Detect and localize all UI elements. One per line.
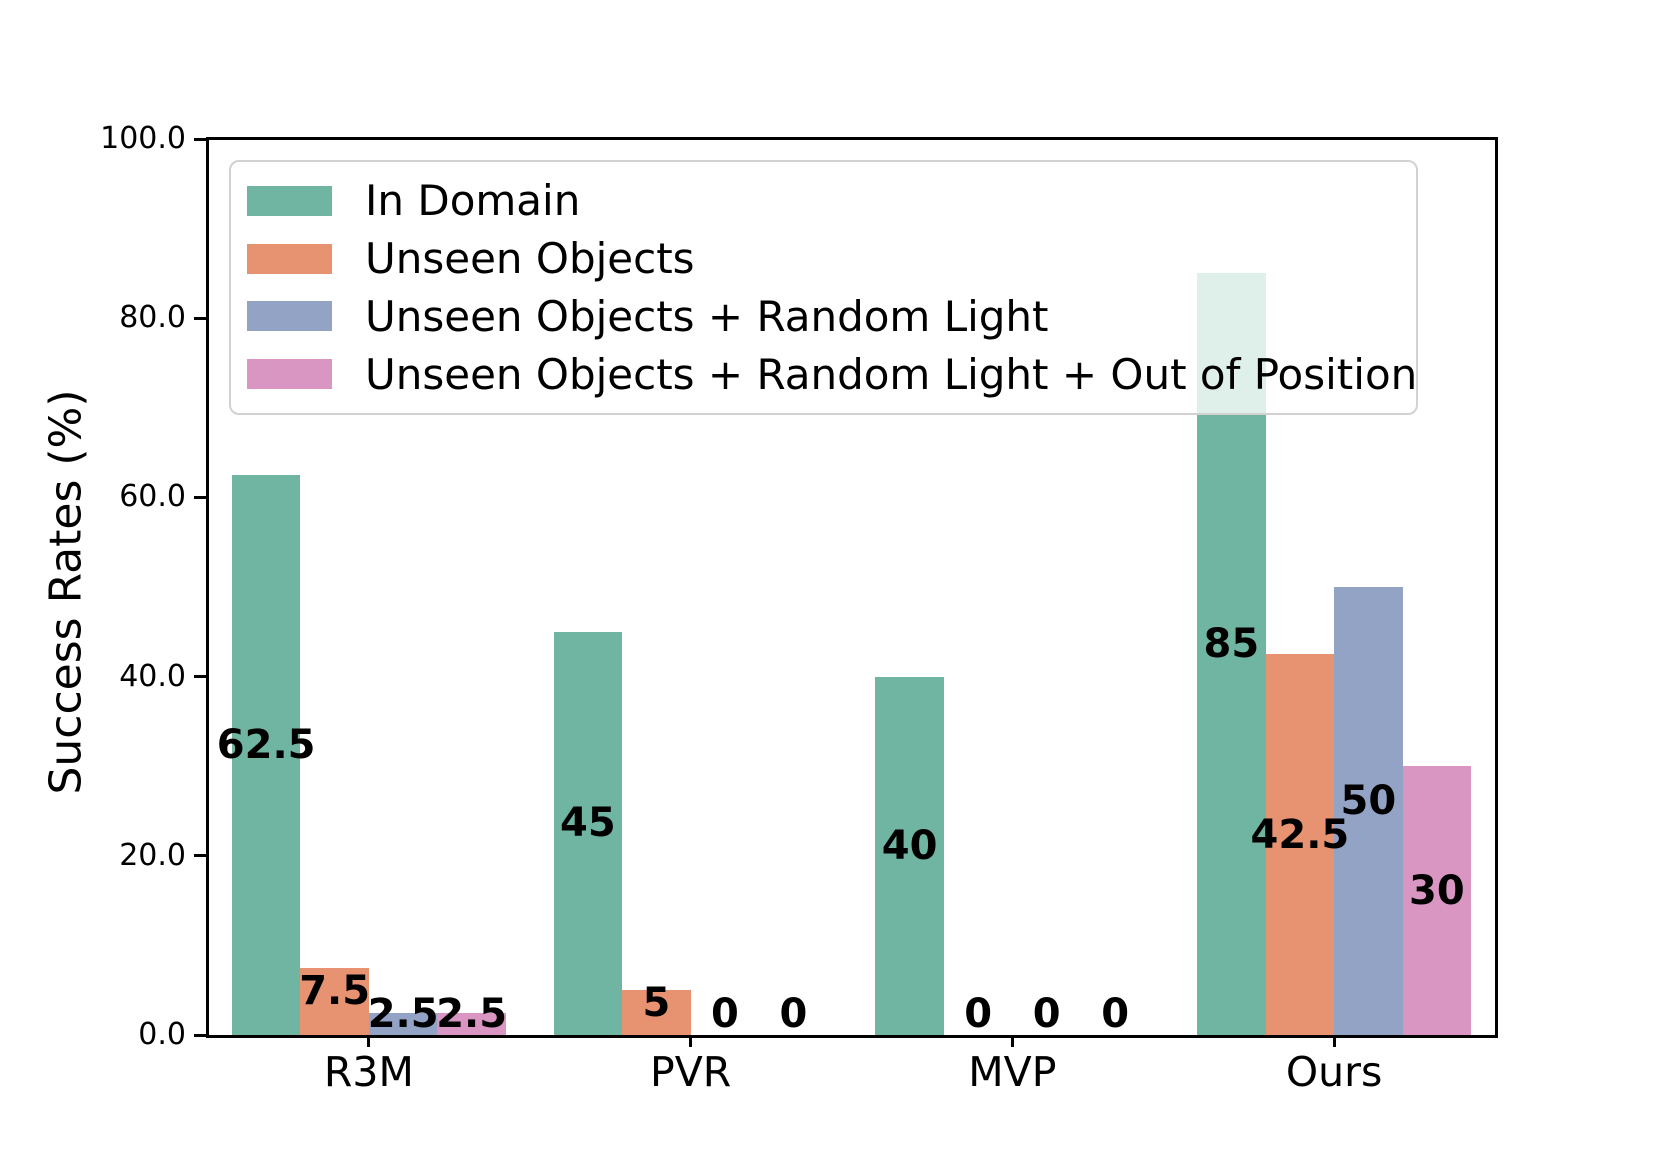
bar-value-label: 50	[1340, 778, 1397, 824]
bar-value-label: 2.5	[436, 990, 508, 1037]
legend-label: In Domain	[365, 176, 581, 226]
y-tick-label: 100.0	[100, 121, 186, 156]
bar-value-label: 2.5	[367, 990, 439, 1037]
legend-item: In Domain	[231, 172, 1416, 230]
y-tick-mark	[194, 675, 206, 679]
bar-value-label: 0	[1101, 991, 1130, 1037]
bar	[300, 967, 369, 1035]
x-tick-mark	[1010, 1035, 1014, 1047]
y-tick-label: 60.0	[119, 479, 186, 515]
y-tick-label: 40.0	[119, 658, 186, 694]
bar-value-label: 0	[779, 991, 808, 1037]
bar-value-label: 0	[710, 991, 739, 1037]
legend-label: Unseen Objects + Random Light + Out of P…	[365, 349, 1418, 399]
legend-item: Unseen Objects + Random Light + Out of P…	[231, 345, 1418, 403]
y-tick-mark	[194, 854, 206, 858]
x-tick-label: R3M	[323, 1048, 414, 1096]
bar	[231, 475, 301, 1035]
bar	[1265, 654, 1335, 1035]
bar	[1402, 766, 1472, 1035]
y-tick-mark	[194, 495, 206, 499]
bar	[875, 676, 944, 1035]
bar-value-label: 62.5	[216, 722, 316, 768]
legend-label: Unseen Objects	[365, 234, 695, 284]
bar	[368, 1012, 438, 1035]
legend-label: Unseen Objects + Random Light	[365, 291, 1049, 341]
y-tick-mark	[194, 316, 206, 320]
bar-value-label: 85	[1203, 621, 1260, 668]
legend-item: Unseen Objects + Random Light	[231, 288, 1416, 346]
legend-swatch	[247, 301, 332, 332]
legend: In Domain Unseen Objects Unseen Objects + …	[229, 160, 1418, 415]
bar	[622, 990, 691, 1035]
y-tick-mark	[194, 1033, 206, 1037]
x-tick-mark	[689, 1035, 693, 1047]
bar-value-label: 7.5	[299, 968, 371, 1015]
bar-value-label: 30	[1409, 867, 1465, 914]
bar-value-label: 40	[881, 822, 938, 869]
x-tick-label: MVP	[968, 1048, 1057, 1096]
legend-swatch	[247, 243, 332, 274]
x-tick-label: Ours	[1285, 1048, 1383, 1096]
y-tick-label: 80.0	[119, 300, 186, 336]
bar	[553, 631, 623, 1035]
bar	[437, 1012, 506, 1035]
bar-value-label: 0	[964, 991, 993, 1037]
y-tick-label: 20.0	[119, 837, 186, 873]
x-tick-mark	[1332, 1035, 1336, 1047]
y-axis-label: Success Rates (%)	[40, 389, 92, 795]
y-tick-mark	[194, 137, 206, 141]
bar-value-label: 0	[1032, 991, 1061, 1037]
legend-swatch	[247, 185, 332, 216]
bar-value-label: 45	[560, 800, 616, 847]
x-tick-label: PVR	[649, 1048, 732, 1096]
legend-swatch	[247, 359, 332, 390]
legend-item: Unseen Objects	[231, 230, 1416, 288]
x-tick-mark	[367, 1035, 371, 1047]
bar-value-label: 42.5	[1250, 811, 1350, 858]
y-tick-label: 0.0	[138, 1017, 186, 1052]
bar-value-label: 5	[642, 979, 671, 1026]
bar	[1334, 587, 1403, 1035]
